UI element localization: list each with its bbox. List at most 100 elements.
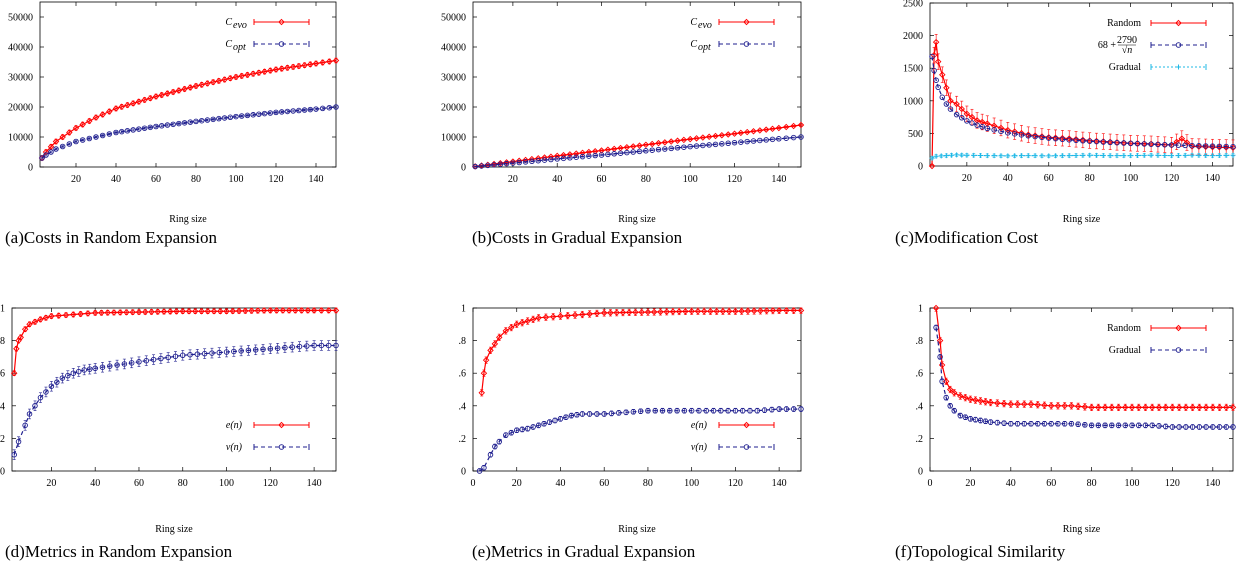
data-point xyxy=(242,307,249,315)
data-point xyxy=(706,142,712,148)
data-point xyxy=(1014,400,1021,408)
data-point xyxy=(1175,142,1182,148)
data-point xyxy=(967,396,974,403)
data-point xyxy=(790,134,797,141)
data-point xyxy=(32,403,38,409)
y-tick-label: 0 xyxy=(918,467,923,478)
data-point xyxy=(713,308,720,315)
x-tick-label: 100 xyxy=(219,478,234,489)
legend-sample-marker xyxy=(1175,19,1182,27)
data-point xyxy=(1129,422,1135,429)
data-point xyxy=(497,161,504,167)
data-point xyxy=(150,356,157,363)
data-point xyxy=(1183,139,1191,146)
data-point xyxy=(1093,138,1100,145)
data-point xyxy=(601,411,607,417)
data-point xyxy=(719,141,725,147)
data-point xyxy=(1061,402,1068,410)
data-point xyxy=(160,308,168,315)
data-point xyxy=(233,113,239,120)
data-point xyxy=(333,342,339,349)
x-tick-label: 40 xyxy=(111,174,121,185)
data-point xyxy=(221,115,228,121)
data-point xyxy=(15,438,22,445)
data-point xyxy=(977,397,984,405)
data-point xyxy=(535,314,542,322)
data-point xyxy=(485,162,491,169)
y-tick-label: .6 xyxy=(916,369,924,380)
data-point xyxy=(1039,153,1045,159)
data-point xyxy=(938,153,944,159)
data-point xyxy=(667,138,675,145)
x-tick-label: 20 xyxy=(962,173,972,184)
data-point xyxy=(937,354,943,360)
data-point xyxy=(1134,152,1140,158)
legend-sample-marker xyxy=(743,41,750,47)
series-2 xyxy=(929,53,1236,150)
data-point xyxy=(1230,152,1236,158)
y-tick-label: 0 xyxy=(0,467,5,478)
data-point xyxy=(194,351,201,357)
data-point xyxy=(1196,404,1203,411)
data-point xyxy=(1109,422,1115,429)
data-point xyxy=(978,152,983,158)
data-point xyxy=(176,120,182,127)
data-point xyxy=(318,307,325,314)
data-point xyxy=(579,311,586,318)
data-point xyxy=(92,114,100,121)
data-point xyxy=(594,411,600,417)
data-point xyxy=(1021,420,1028,427)
data-point xyxy=(1189,152,1195,158)
data-point xyxy=(1121,153,1127,159)
data-point xyxy=(783,135,789,141)
x-tick-label: 80 xyxy=(191,174,201,185)
data-point xyxy=(566,151,574,158)
data-point xyxy=(710,407,717,414)
data-point xyxy=(630,409,637,415)
data-point xyxy=(153,123,159,130)
data-point xyxy=(994,419,1001,426)
data-point xyxy=(148,308,155,316)
data-point xyxy=(943,394,949,401)
data-point xyxy=(669,308,677,315)
data-point xyxy=(757,137,763,144)
data-point xyxy=(928,162,936,170)
data-point xyxy=(86,366,93,372)
legend-label: Gradual xyxy=(1109,345,1141,356)
data-point xyxy=(1182,142,1188,149)
data-point xyxy=(284,64,291,72)
data-point xyxy=(496,438,502,445)
data-point xyxy=(84,310,92,317)
data-point xyxy=(990,122,998,130)
data-point xyxy=(744,307,752,315)
data-point xyxy=(548,156,554,163)
data-point xyxy=(693,135,700,142)
x-tick-label: 20 xyxy=(71,174,81,185)
legend-entry-2: Gradual xyxy=(1109,345,1207,356)
data-point xyxy=(478,389,485,396)
x-tick-label: 100 xyxy=(229,174,244,185)
data-point xyxy=(289,344,295,350)
data-point xyxy=(579,153,586,160)
data-point xyxy=(750,128,757,135)
data-point xyxy=(1034,420,1041,427)
legend-sample-marker xyxy=(278,421,285,429)
data-point xyxy=(282,344,288,351)
legend-entry-1: Random xyxy=(1107,323,1207,334)
data-point xyxy=(707,308,714,315)
data-point xyxy=(1025,153,1031,159)
data-point xyxy=(737,129,745,137)
data-point xyxy=(592,152,598,159)
series-line xyxy=(931,56,1234,148)
data-point xyxy=(591,148,599,155)
data-point xyxy=(141,308,149,316)
data-point xyxy=(719,308,727,315)
y-tick-label: 30000 xyxy=(8,73,33,84)
x-tick-label: 40 xyxy=(1003,173,1013,184)
data-point xyxy=(59,143,66,150)
data-point xyxy=(260,307,268,314)
data-point xyxy=(1012,153,1018,159)
data-point xyxy=(535,157,541,164)
legend-label: C xyxy=(225,39,232,50)
data-point xyxy=(187,351,193,358)
